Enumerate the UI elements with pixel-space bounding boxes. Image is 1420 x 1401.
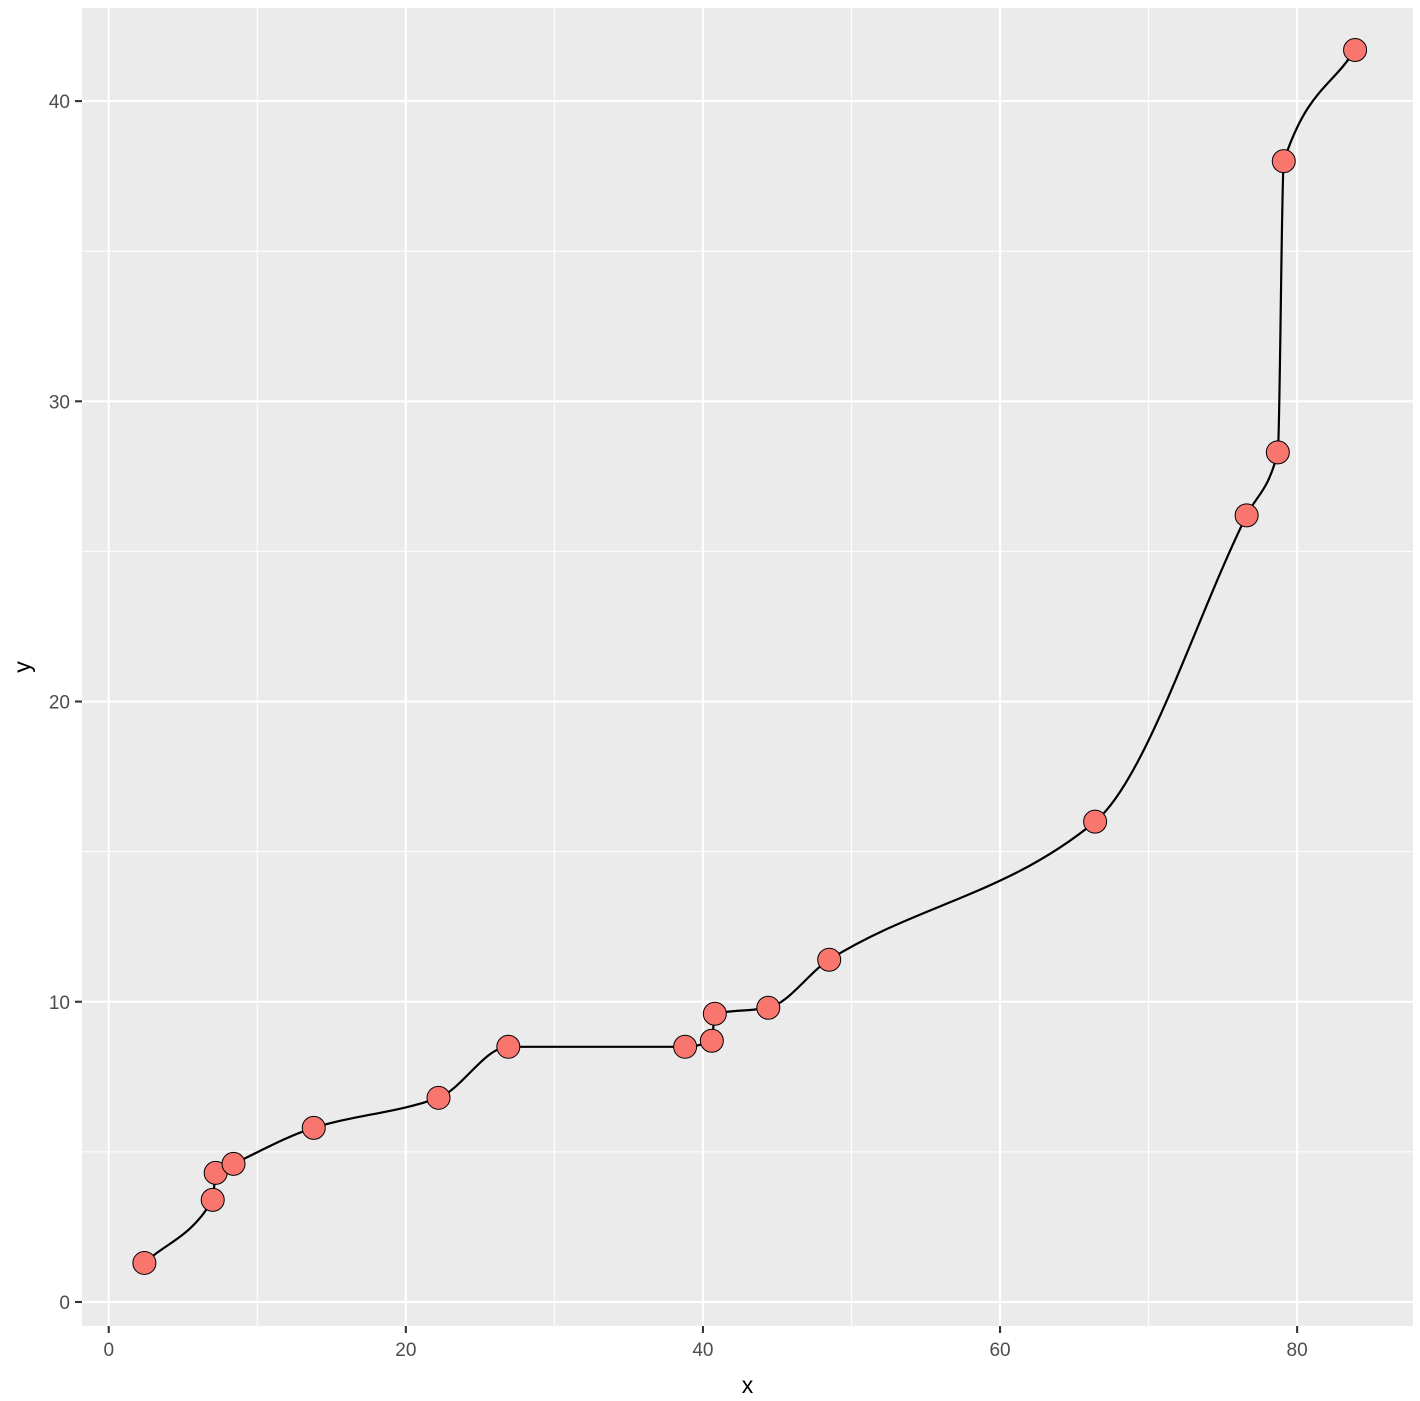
data-point [496, 1034, 521, 1059]
y-tick-label: 40 [49, 92, 70, 113]
data-point [1271, 149, 1296, 174]
data-point [756, 995, 781, 1020]
data-point [200, 1187, 225, 1212]
data-point [1234, 503, 1259, 528]
minor-gridlines [82, 8, 1413, 1326]
data-point [817, 947, 842, 972]
plot-panel [82, 8, 1413, 1326]
x-tick-label: 60 [989, 1340, 1010, 1361]
data-point [1265, 440, 1290, 465]
y-tick-label: 20 [49, 693, 70, 714]
x-axis-title: x [742, 1372, 754, 1398]
x-tick-label: 80 [1287, 1340, 1308, 1361]
data-point [673, 1034, 698, 1059]
data-point [301, 1115, 326, 1140]
x-tick-label: 20 [395, 1340, 416, 1361]
data-point [702, 1001, 727, 1026]
y-axis-title: y [9, 661, 35, 673]
data-points [132, 38, 1368, 1275]
x-tick-label: 40 [692, 1340, 713, 1361]
data-point [426, 1085, 451, 1110]
data-point [699, 1028, 724, 1053]
x-axis-ticks: 0 20 40 60 80 [103, 1326, 1308, 1361]
y-tick-label: 0 [59, 1293, 70, 1314]
data-point [221, 1151, 246, 1176]
y-tick-label: 30 [49, 392, 70, 413]
data-point [132, 1250, 157, 1275]
y-axis-ticks: 0 10 20 30 40 [49, 92, 82, 1314]
x-tick-label: 0 [103, 1340, 114, 1361]
y-tick-label: 10 [49, 993, 70, 1014]
data-point [1083, 809, 1108, 834]
data-point [1343, 38, 1368, 63]
